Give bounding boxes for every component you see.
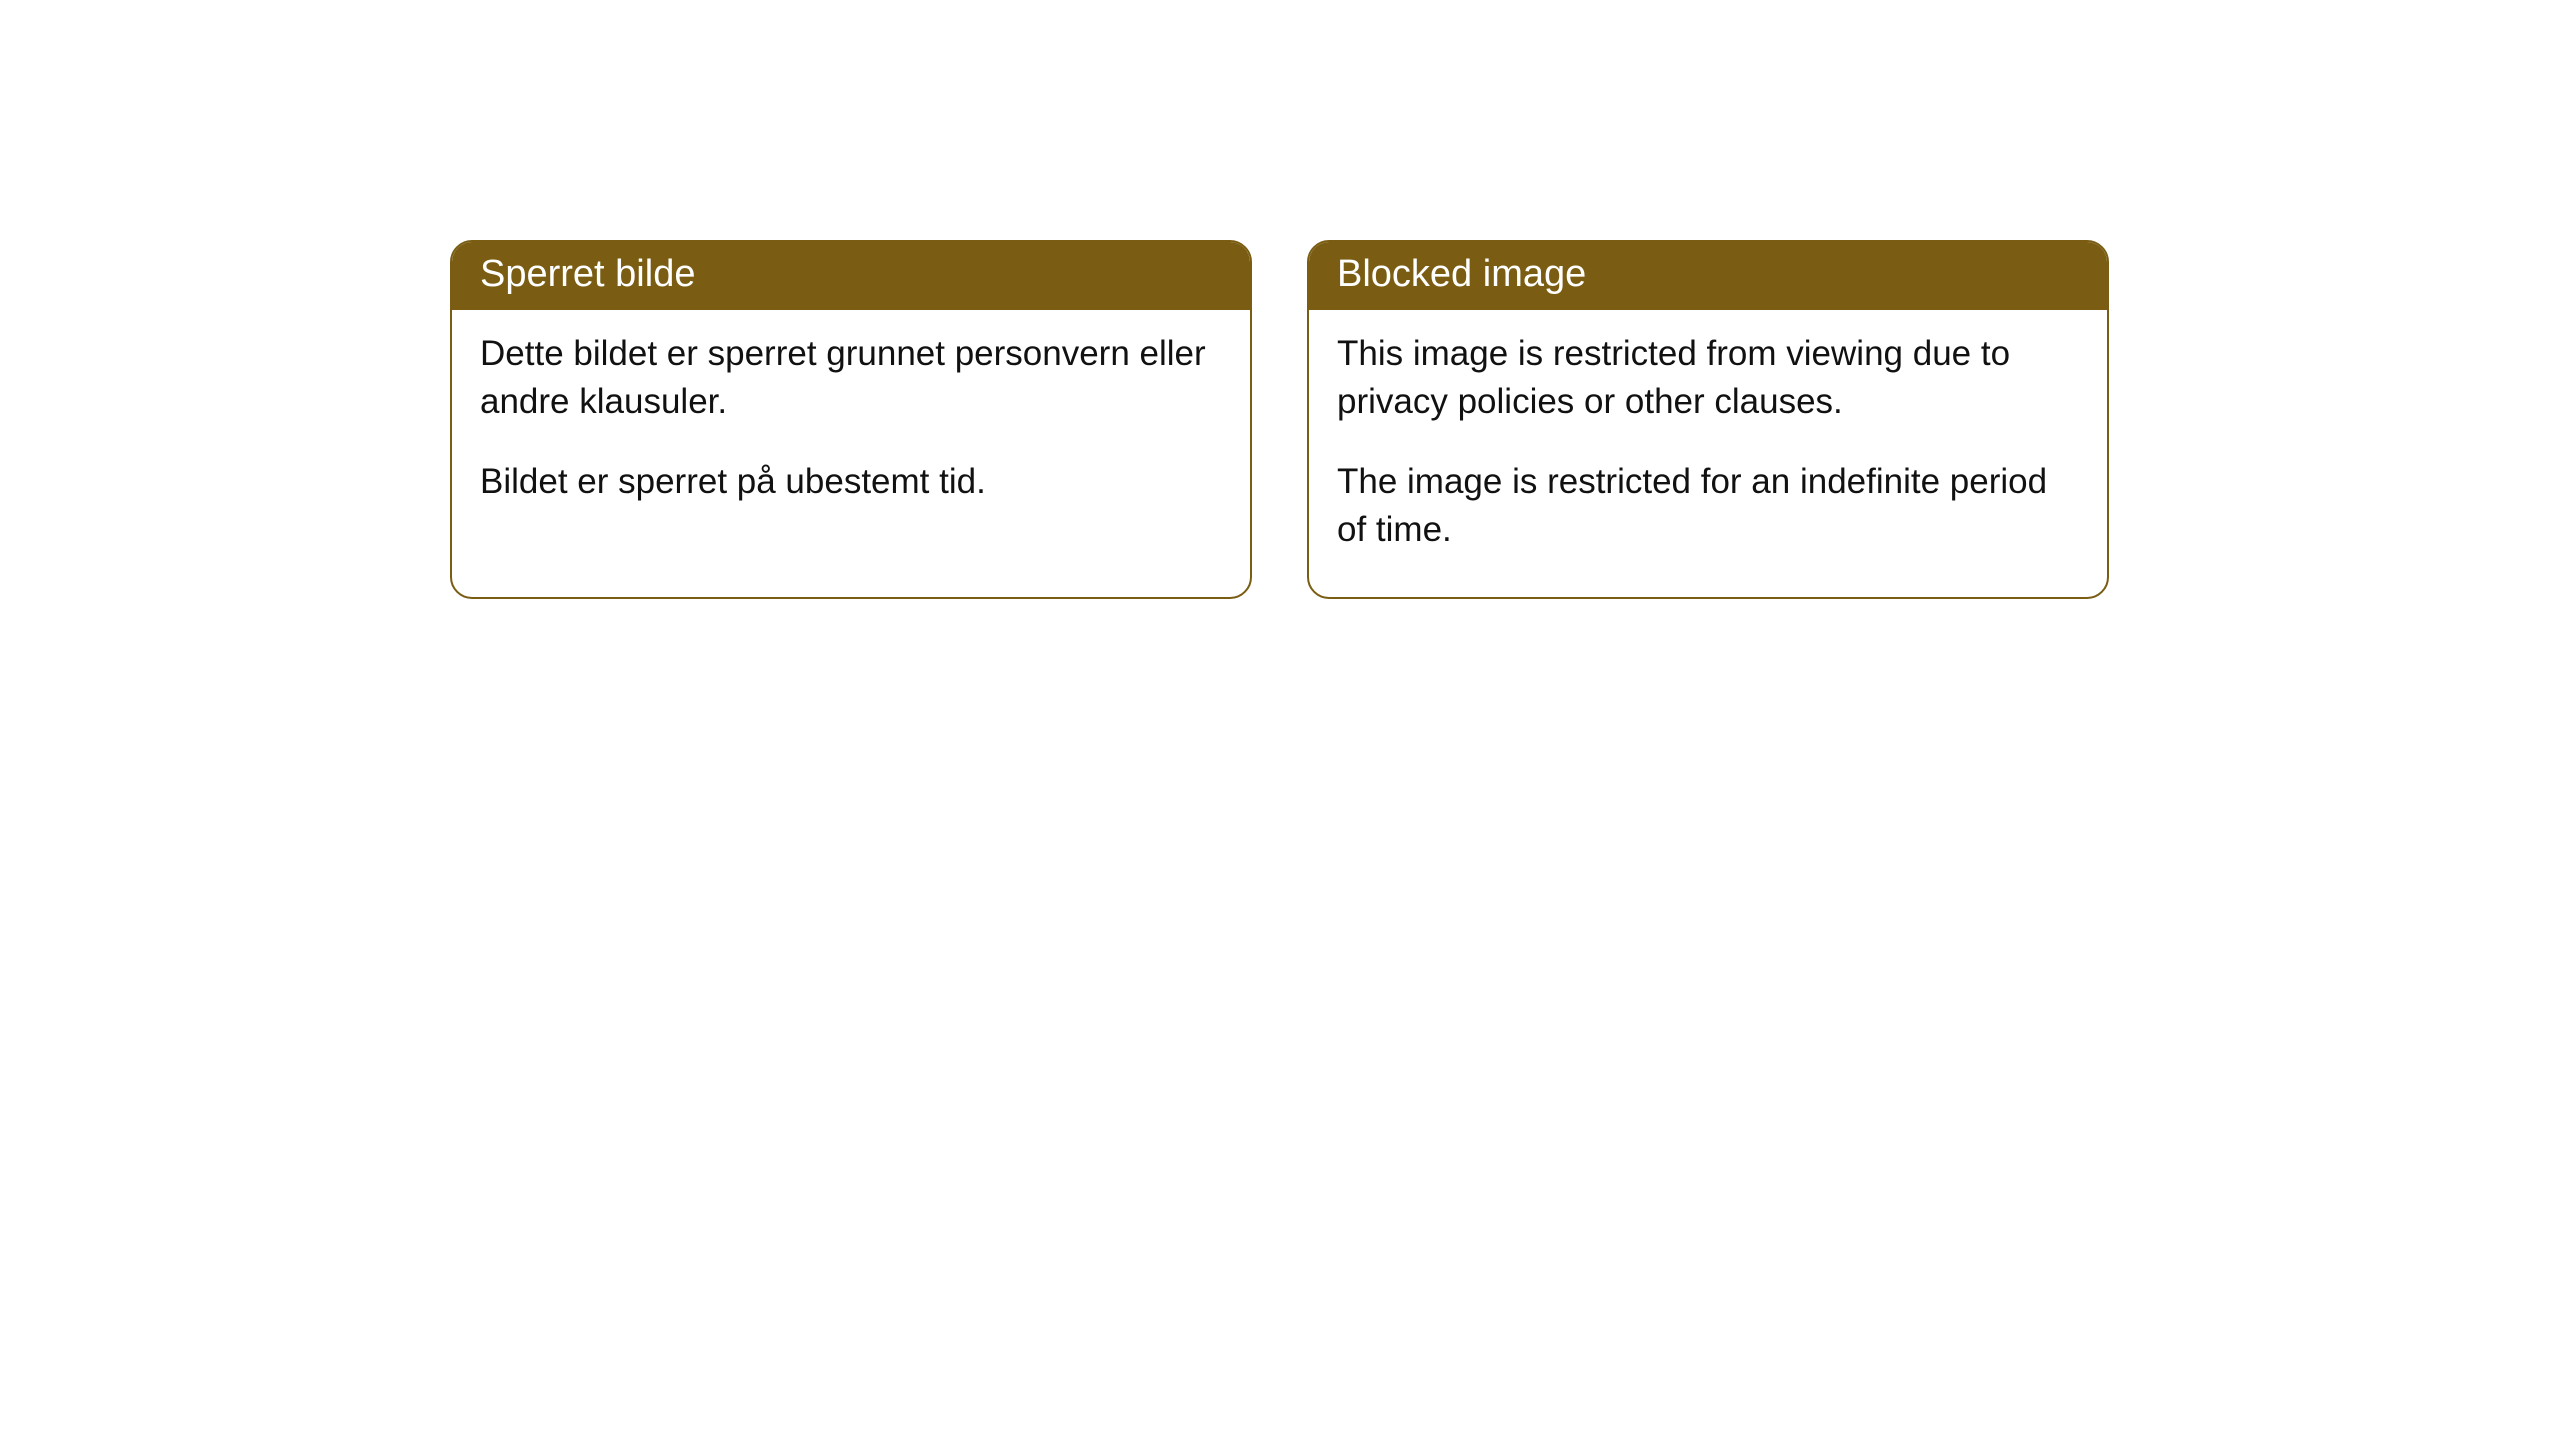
notice-card-english: Blocked image This image is restricted f… <box>1307 240 2109 599</box>
notice-header-norwegian: Sperret bilde <box>452 242 1250 310</box>
notice-body-english: This image is restricted from viewing du… <box>1309 310 2107 597</box>
notice-card-norwegian: Sperret bilde Dette bildet er sperret gr… <box>450 240 1252 599</box>
notice-header-english: Blocked image <box>1309 242 2107 310</box>
notice-paragraph: Bildet er sperret på ubestemt tid. <box>480 458 1222 506</box>
notice-paragraph: This image is restricted from viewing du… <box>1337 330 2079 427</box>
notice-container: Sperret bilde Dette bildet er sperret gr… <box>450 240 2109 599</box>
notice-body-norwegian: Dette bildet er sperret grunnet personve… <box>452 310 1250 549</box>
notice-paragraph: Dette bildet er sperret grunnet personve… <box>480 330 1222 427</box>
notice-paragraph: The image is restricted for an indefinit… <box>1337 458 2079 555</box>
